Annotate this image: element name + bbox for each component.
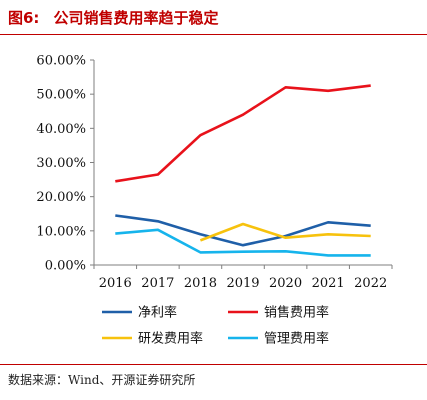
figure-number: 图6:: [8, 9, 40, 27]
title-divider: [0, 34, 427, 35]
series-line: [115, 228, 371, 257]
x-tick-label: 2022: [354, 276, 387, 291]
figure-title-text: 公司销售费用率趋于稳定: [53, 9, 219, 27]
x-tick-label: 2020: [269, 276, 302, 291]
y-tick-label: 50.00%: [36, 88, 86, 103]
legend-label: 研发费用率: [138, 331, 203, 347]
line-chart: 0.00% 10.00% 20.00% 30.00% 40.00% 50.00% 60.00…: [36, 54, 393, 347]
x-tick-label: 2021: [312, 276, 345, 291]
y-tick-label: 20.00%: [36, 190, 86, 205]
y-tick-label: 60.00%: [36, 54, 86, 69]
figure-title: 图6: 公司销售费用率趋于稳定: [8, 7, 218, 28]
x-tick-label: 2017: [141, 276, 174, 291]
y-tick-label: 0.00%: [45, 259, 86, 274]
source-divider: [0, 364, 427, 365]
data-source: 数据来源：Wind、开源证券研究所: [8, 373, 196, 387]
legend-label: 净利率: [138, 305, 177, 321]
series-line: [115, 214, 371, 247]
y-tick-label: 30.00%: [36, 156, 86, 171]
chart-series: [115, 84, 371, 257]
figure-header: 图6: 公司销售费用率趋于稳定: [0, 0, 427, 36]
x-tick-label: 2018: [184, 276, 217, 291]
x-tick-label: 2019: [226, 276, 259, 291]
x-tick-label: 2016: [99, 276, 132, 291]
chart-axes: 0.00% 10.00% 20.00% 30.00% 40.00% 50.00% 60.00…: [36, 54, 393, 291]
series-line: [199, 222, 371, 242]
series-line: [115, 84, 371, 183]
y-tick-label: 40.00%: [36, 122, 86, 137]
legend-label: 管理费用率: [264, 331, 329, 347]
y-tick-label: 10.00%: [36, 224, 86, 239]
legend-label: 销售费用率: [264, 305, 329, 321]
